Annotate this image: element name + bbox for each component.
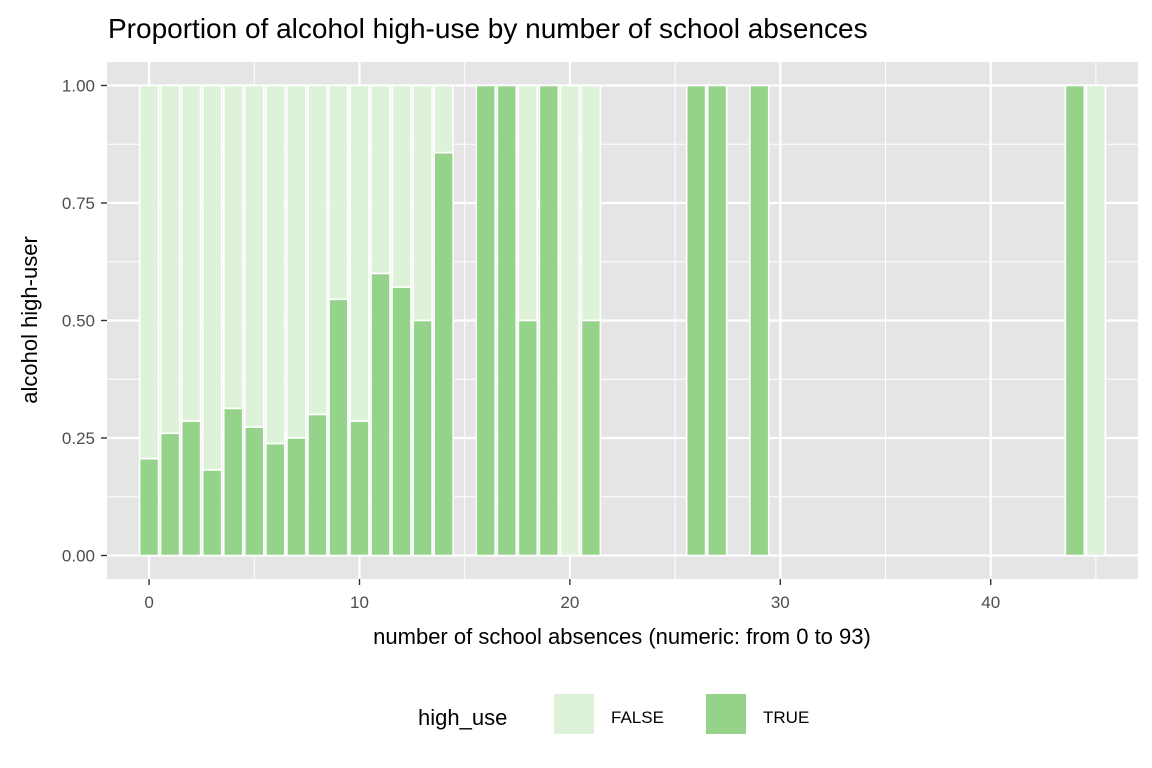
bar-false: [433, 84, 454, 154]
bar-true: [370, 272, 391, 557]
legend-key-true: [704, 692, 748, 736]
bar-true: [580, 319, 602, 557]
bar-true: [138, 457, 160, 557]
bar-true: [244, 426, 265, 557]
bar-true: [412, 319, 433, 557]
y-axis-title: alcohol high-user: [17, 236, 42, 404]
bar-false: [222, 84, 244, 410]
bar-false: [412, 84, 433, 322]
bar-true: [391, 286, 412, 557]
bar-false: [370, 84, 391, 275]
bar-false: [391, 84, 412, 288]
x-axis-title: number of school absences (numeric: from…: [373, 624, 871, 649]
bar-false: [580, 84, 602, 322]
y-tick-label: 1.00: [62, 77, 95, 96]
y-tick-label: 0.75: [62, 194, 95, 213]
y-tick-label: 0.25: [62, 429, 95, 448]
bar-false: [1085, 84, 1107, 557]
x-axis: 0 10 20 30 40: [144, 579, 1000, 612]
chart-title: Proportion of alcohol high-use by number…: [108, 13, 868, 44]
bar-true: [433, 151, 454, 557]
bar-true: [496, 84, 518, 557]
x-tick-label: 0: [144, 593, 153, 612]
y-tick-label: 0.00: [62, 547, 95, 566]
bar-false: [559, 84, 581, 557]
bar-false: [307, 84, 328, 416]
bar-false: [180, 84, 202, 422]
bar-false: [328, 84, 349, 301]
legend-label-true: TRUE: [763, 708, 809, 727]
bar-true: [349, 420, 370, 557]
bar-true: [1064, 84, 1086, 557]
bar-true: [222, 407, 244, 557]
bar-true: [180, 420, 202, 557]
bar-true: [538, 84, 560, 557]
bar-false: [159, 84, 181, 435]
x-tick-label: 30: [771, 593, 790, 612]
bar-true: [307, 413, 328, 557]
y-tick-label: 0.50: [62, 312, 95, 331]
bar-false: [201, 84, 223, 471]
bar-true: [475, 84, 497, 557]
bar-false: [244, 84, 265, 428]
bars: [138, 84, 1107, 557]
bar-true: [517, 319, 539, 557]
bar-false: [265, 84, 286, 445]
x-tick-label: 10: [350, 593, 369, 612]
bar-true: [286, 437, 307, 557]
x-tick-label: 20: [560, 593, 579, 612]
bar-false: [349, 84, 370, 422]
bar-true: [201, 469, 223, 557]
legend-label-false: FALSE: [611, 708, 664, 727]
bar-true: [265, 442, 286, 557]
bar-true: [706, 84, 728, 557]
bar-false: [138, 84, 160, 460]
bar-true: [328, 298, 349, 557]
legend: high_use FALSE TRUE: [418, 692, 809, 736]
bar-true: [685, 84, 707, 557]
bar-false: [286, 84, 307, 439]
y-axis: 0.00 0.25 0.50 0.75 1.00: [62, 77, 107, 566]
bar-true: [159, 432, 181, 557]
legend-title: high_use: [418, 705, 507, 730]
bar-false: [517, 84, 539, 322]
bar-true: [748, 84, 770, 557]
x-tick-label: 40: [981, 593, 1000, 612]
legend-key-false: [552, 692, 596, 736]
